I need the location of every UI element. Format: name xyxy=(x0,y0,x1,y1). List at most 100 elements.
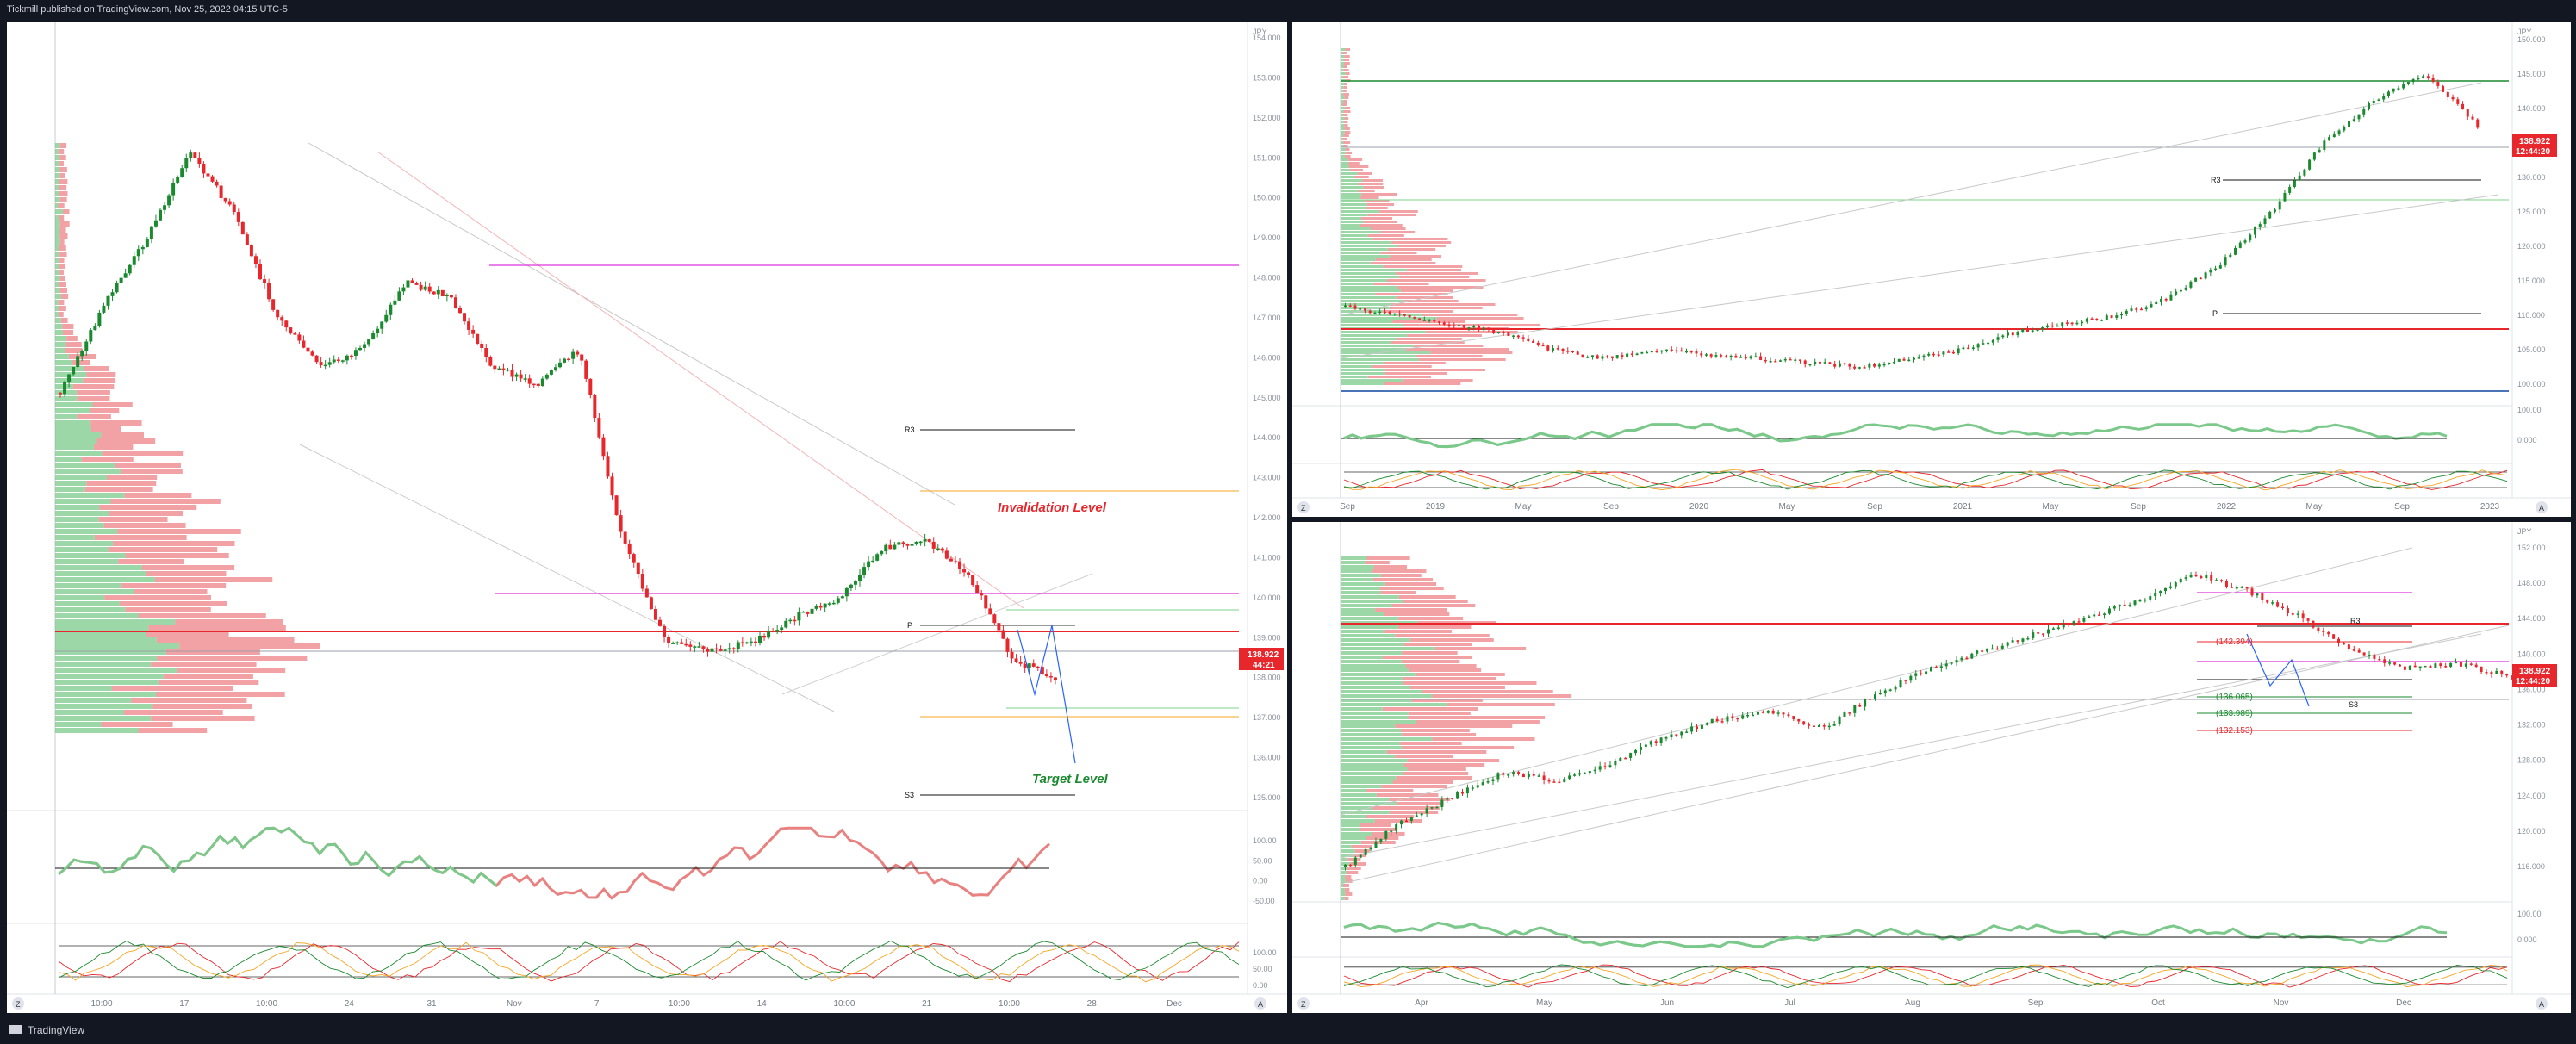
candle-body xyxy=(1764,359,1767,362)
profile-bar-down xyxy=(59,227,66,233)
auto-scale-button[interactable] xyxy=(2536,501,2548,513)
candle-body xyxy=(353,350,358,356)
profile-bar-up xyxy=(1341,351,1431,354)
time-axis[interactable]: Apr May Jun Jul Aug Sep Oct Nov Dec xyxy=(1415,998,2411,1008)
candle-body xyxy=(2194,575,2198,577)
price-axis[interactable]: 154.000 153.000 152.000 151.000 150.000 149.0… xyxy=(1253,34,1281,802)
candle-body xyxy=(340,360,345,362)
profile-bar-down xyxy=(1414,345,1484,347)
candle-body xyxy=(1581,354,1584,357)
left-chart-svg[interactable]: Invalidation Level Target Level R3 S3 P … xyxy=(7,22,1287,1013)
candle-body xyxy=(2505,674,2509,676)
candle-body xyxy=(276,309,280,318)
candle-body xyxy=(1608,765,1612,767)
publisher-text: Tickmill published on TradingView.com, N… xyxy=(7,4,288,15)
candle-body xyxy=(2342,643,2345,645)
profile-bar-up xyxy=(55,185,59,190)
profile-bar-down xyxy=(1351,845,1372,848)
profile-bar-down xyxy=(83,378,116,383)
price-tick: 152.000 xyxy=(1253,114,1281,122)
candle-body xyxy=(2144,307,2148,310)
time-tick: 2020 xyxy=(1689,502,1709,512)
candle-body xyxy=(1976,650,1979,654)
zoom-button[interactable] xyxy=(1297,997,1310,1010)
profile-bar-up xyxy=(1341,324,1403,326)
profile-bar-down xyxy=(1344,59,1350,61)
profile-bar-up xyxy=(55,487,85,492)
right-top-chart-svg[interactable]: R3 P JPY 150.000145.000140.000135.000130… xyxy=(1292,16,2571,517)
auto-scale-button[interactable] xyxy=(2536,997,2548,1010)
zoom-button[interactable] xyxy=(1297,501,1310,513)
left-chart-panel[interactable]: Invalidation Level Target Level R3 S3 P … xyxy=(7,22,1287,1013)
profile-bar-up xyxy=(1341,131,1345,134)
profile-bar-down xyxy=(1344,155,1351,158)
candle-body xyxy=(823,603,827,608)
candle-body xyxy=(2093,614,2096,617)
profile-bar-down xyxy=(1347,867,1361,870)
profile-bar-up xyxy=(1341,595,1399,599)
candle-body xyxy=(2032,632,2035,638)
profile-bar-down xyxy=(58,149,65,154)
candle-body xyxy=(1869,699,1872,700)
profile-bar-down xyxy=(1403,643,1472,646)
profile-bar-up xyxy=(1341,372,1385,375)
profile-bar-down xyxy=(1370,227,1406,230)
profile-bar-down xyxy=(1403,677,1496,680)
candle-body xyxy=(2459,662,2462,667)
profile-bar-down xyxy=(102,451,184,456)
candle-body xyxy=(258,264,262,280)
profile-bar-down xyxy=(125,607,211,612)
profile-bar-down xyxy=(94,444,134,450)
candle-body xyxy=(1729,355,1733,357)
candle-body xyxy=(323,364,327,367)
price-axis[interactable]: 152.000 148.000 144.000 140.000 136.000 132.0… xyxy=(2517,544,2546,871)
candle-body xyxy=(927,539,931,542)
candle-body xyxy=(1962,347,1965,350)
candle-body xyxy=(1630,353,1633,356)
candle-body xyxy=(1408,314,1411,318)
profile-bar-down xyxy=(1391,341,1465,344)
candle-body xyxy=(2215,580,2218,581)
profile-bar-down xyxy=(1402,300,1459,302)
profile-bar-down xyxy=(1367,214,1416,216)
candle-body xyxy=(267,283,271,300)
s3-label: S3 xyxy=(905,791,914,799)
profile-bar-down xyxy=(1347,158,1363,161)
profile-bar-up xyxy=(1341,690,1422,693)
candle-body xyxy=(2050,325,2054,327)
candle-body xyxy=(1888,689,1892,691)
auto-scale-button[interactable] xyxy=(1254,997,1266,1010)
right-bottom-chart-svg[interactable]: (142.394) (136.065) (133.989) (132.153) … xyxy=(1292,515,2571,1013)
right-bottom-chart-panel[interactable]: (142.394) (136.065) (133.989) (132.153) … xyxy=(1292,515,2571,1013)
candle-body xyxy=(1808,364,1812,366)
right-top-chart-panel[interactable]: R3 P JPY 150.000145.000140.000135.000130… xyxy=(1292,16,2571,517)
profile-bar-up xyxy=(55,656,158,661)
candle-body xyxy=(1383,311,1386,314)
profile-bar-up xyxy=(1341,582,1385,586)
profile-bar-down xyxy=(1372,238,1448,240)
profile-bar-down xyxy=(1391,604,1476,607)
candle-body xyxy=(2286,608,2289,614)
candle-body xyxy=(2298,175,2301,181)
profile-bar-up xyxy=(1341,746,1403,749)
profile-bar-down xyxy=(1347,162,1360,165)
candle-body xyxy=(849,584,853,588)
candle-body xyxy=(1685,351,1688,353)
candle-body xyxy=(458,308,462,314)
auto-scale-label: A xyxy=(2539,1000,2544,1009)
tradingview-logo-icon[interactable] xyxy=(9,1025,22,1034)
profile-bar-down xyxy=(1365,789,1414,792)
price-axis[interactable]: 150.000145.000140.000135.000130.000125.0… xyxy=(2517,35,2546,388)
profile-bar-down xyxy=(1390,255,1442,258)
zoom-button[interactable] xyxy=(12,997,24,1010)
profile-bar-up xyxy=(55,252,60,257)
time-axis[interactable]: 10:00 17 10:00 24 31 Nov 7 10:00 14 10:00 21 10:00 2… xyxy=(90,999,1181,1009)
candle-body xyxy=(445,295,449,297)
time-axis[interactable]: Sep 2019 May Sep 2020 May Sep 2021 May Sep 2022 May… xyxy=(1340,502,2499,512)
profile-bar-up xyxy=(1341,858,1348,861)
candle-body xyxy=(1990,648,1994,650)
profile-bar-up xyxy=(1341,355,1416,357)
profile-bar-up xyxy=(1341,341,1391,344)
candle-body xyxy=(119,277,123,283)
candle-body xyxy=(1913,357,1915,360)
